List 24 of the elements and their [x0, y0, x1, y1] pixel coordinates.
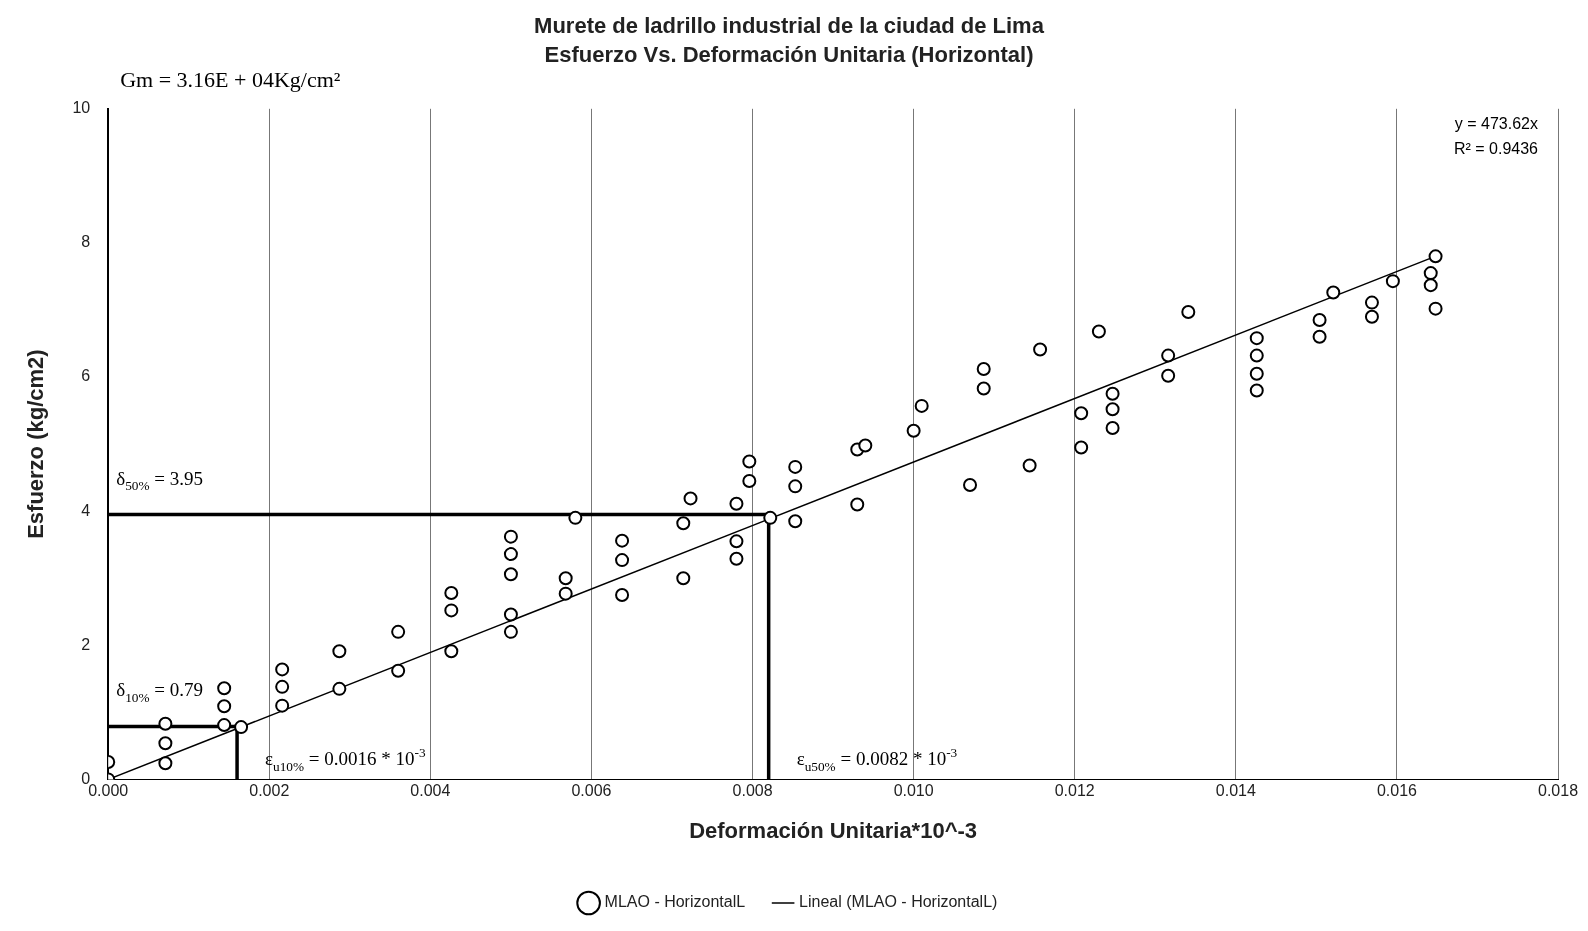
chart-title: Murete de ladrillo industrial de la ciudad de Lima	[534, 13, 1045, 39]
x-tick-label: 0.008	[732, 782, 773, 800]
x-tick-label: 0.016	[1376, 782, 1418, 800]
x-tick-label: 0.004	[410, 782, 451, 800]
legend-label: MLAO - HorizontalL	[604, 893, 746, 911]
chart-subtitle: Esfuerzo Vs. Deformación Unitaria (Horizontal)	[544, 41, 1034, 67]
legend-label: Lineal (MLAO - HorizontalL)	[799, 893, 998, 911]
y-tick-label: 10	[72, 99, 91, 117]
x-tick-label: 0.006	[571, 782, 612, 800]
y-tick-label: 4	[81, 501, 91, 519]
y-axis-title: Esfuerzo (kg/cm2)	[23, 349, 49, 539]
y-tick-label: 6	[81, 367, 91, 385]
x-tick-label: 0.014	[1215, 782, 1256, 800]
annotation: R² = 0.9436	[1453, 140, 1539, 158]
text: Gm = 3.16E + 04Kg/cm²	[120, 66, 341, 92]
x-axis-title: Deformación Unitaria*10^-3	[689, 817, 978, 843]
x-tick-label: 0.000	[88, 782, 129, 800]
x-tick-label: 0.002	[249, 782, 290, 800]
y-tick-label: 2	[81, 635, 91, 653]
y-tick-label: 8	[81, 233, 91, 251]
x-tick-label: 0.018	[1537, 782, 1579, 800]
x-tick-label: 0.010	[893, 782, 934, 800]
x-tick-label: 0.012	[1054, 782, 1095, 800]
annotation: y = 473.62x	[1454, 115, 1538, 133]
